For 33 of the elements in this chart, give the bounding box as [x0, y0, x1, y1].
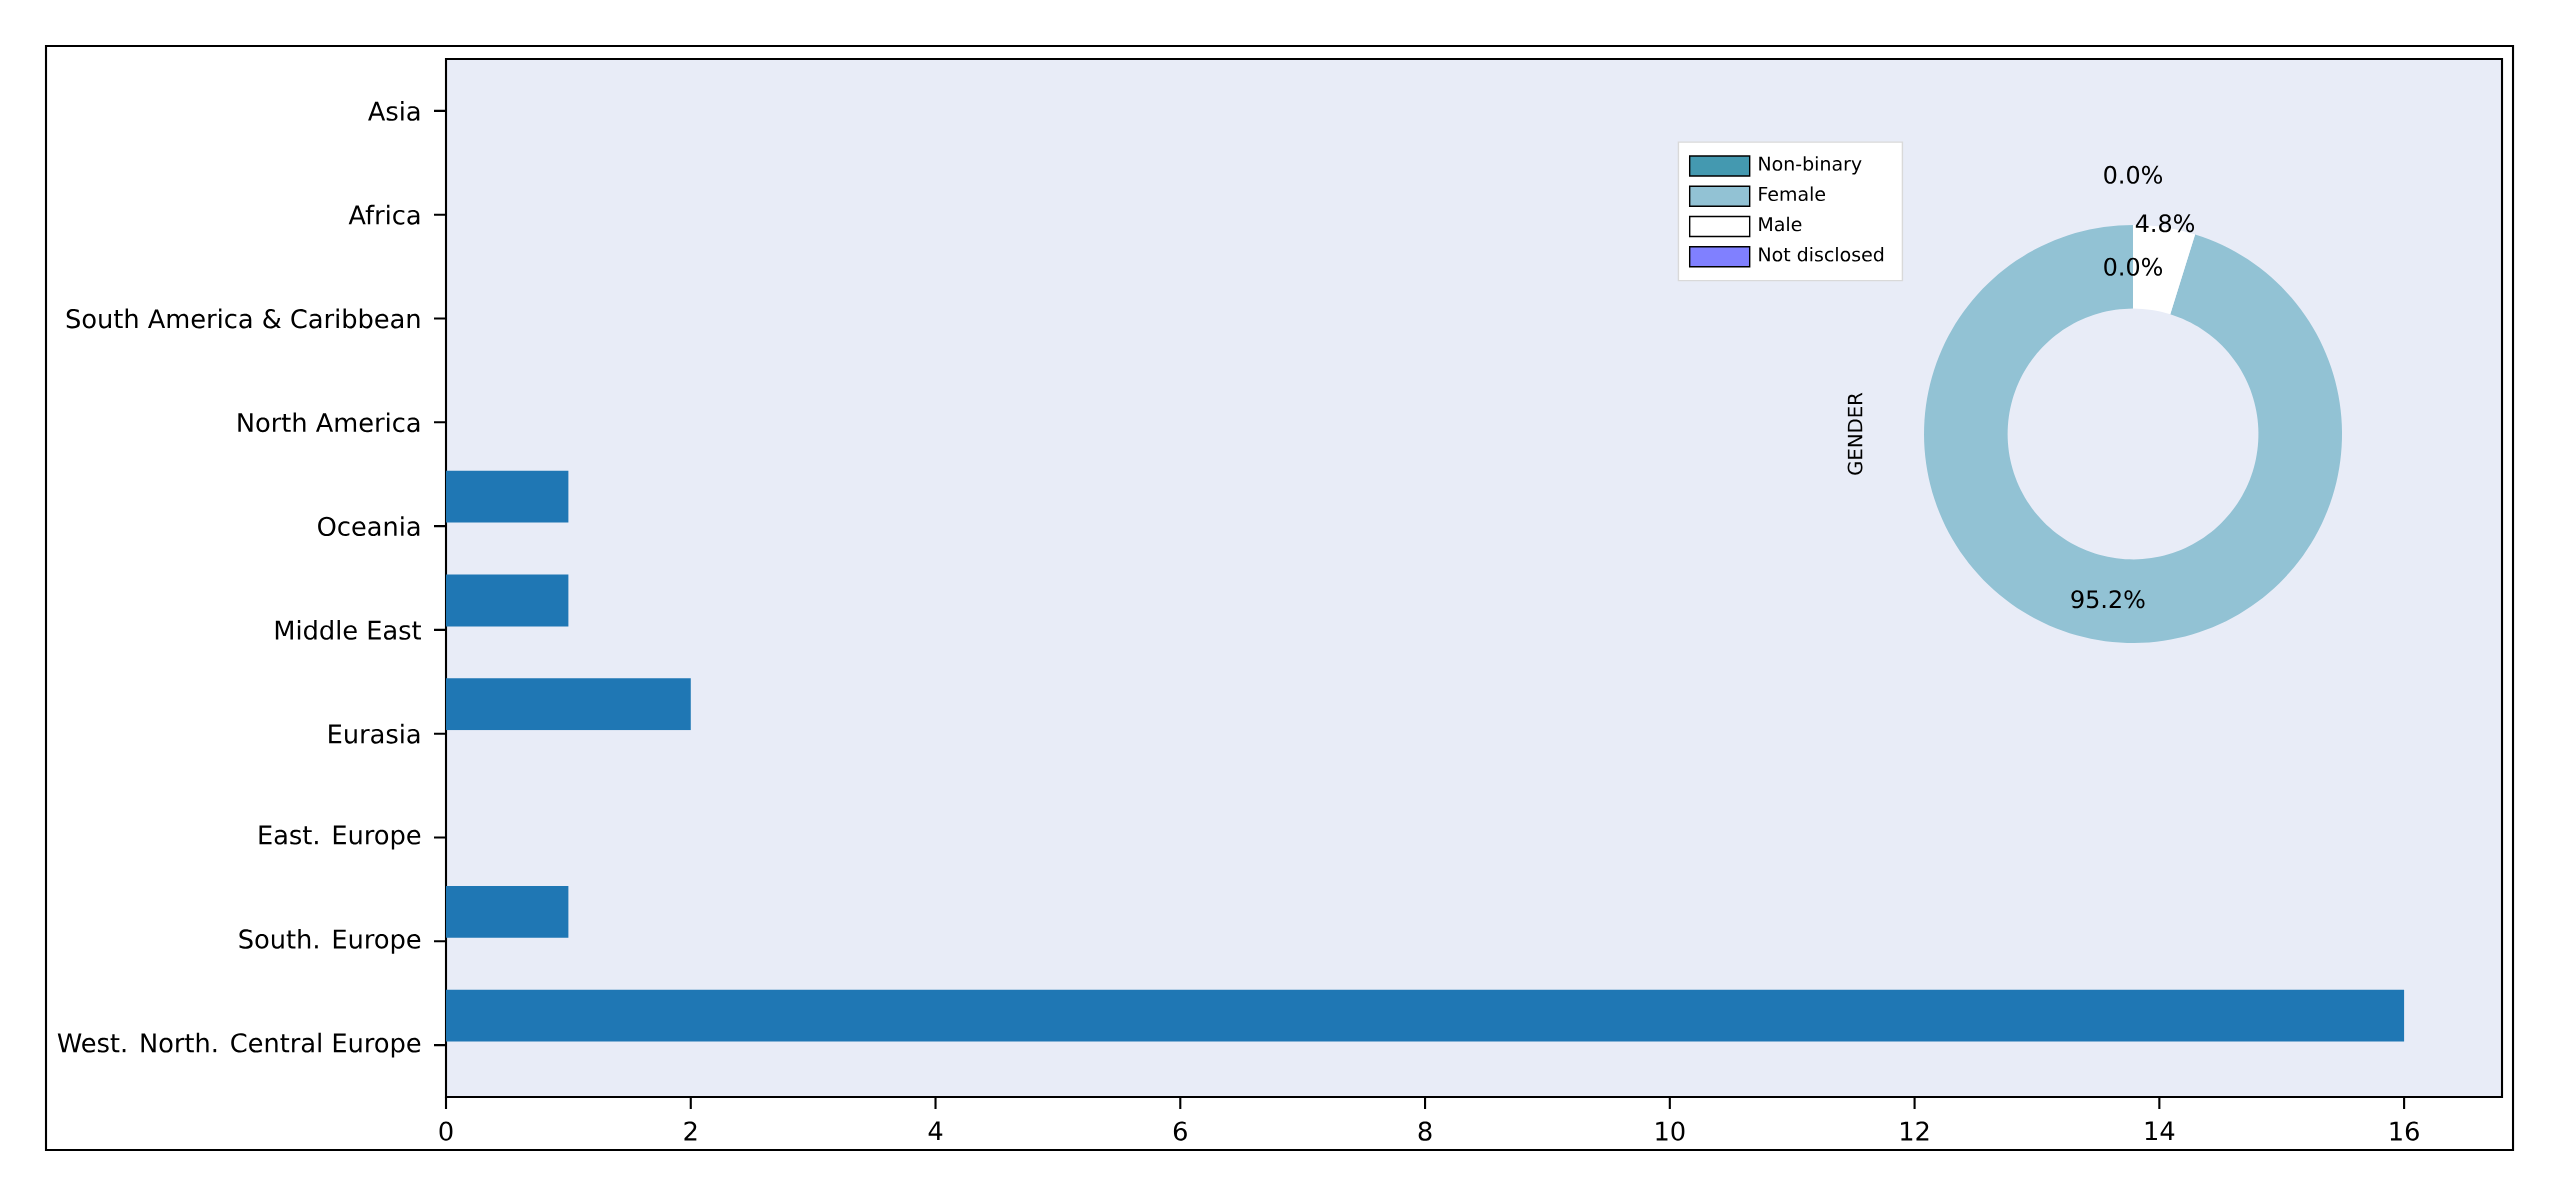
y-tick-label: Oceania [318, 516, 420, 537]
text: GENDER [1847, 392, 1863, 475]
bar [446, 574, 569, 627]
y-tick-label: Africa [348, 204, 420, 225]
data-label: 95.2% [2071, 590, 2145, 609]
x-tick-label: 12 [1901, 1121, 1929, 1141]
bar [446, 470, 569, 523]
y-tick-label: West. North. Central Europe [57, 1032, 421, 1058]
y-tick-label: Asia [368, 101, 420, 121]
bar [446, 678, 691, 731]
x-tick-label: 2 [684, 1121, 697, 1141]
x-tick-label: 8 [1418, 1121, 1432, 1141]
x-tick-label: 0 [439, 1121, 453, 1141]
x-tick-label: 6 [1173, 1121, 1187, 1141]
legend-label: Not disclosed [1759, 246, 1884, 262]
legend-label: Non-binary [1759, 156, 1862, 175]
y-tick-label: South America & Caribbean [66, 308, 420, 329]
legend-label: Female [1759, 186, 1826, 202]
y-tick-label: North America [238, 412, 420, 433]
x-tick-label: 16 [2390, 1121, 2419, 1141]
text: 0.0% [2104, 257, 2163, 276]
bar [446, 989, 2405, 1042]
data-label: 4.8% [2135, 214, 2195, 233]
x-tick-label: 10 [1656, 1121, 1685, 1141]
legend-label: Male [1759, 216, 1802, 232]
y-tick-label: Eurasia [329, 723, 420, 744]
y-tick-label: South. Europe [239, 928, 421, 954]
x-tick-label: 4 [928, 1121, 943, 1141]
text: 0.0% [2104, 165, 2163, 184]
bar [446, 885, 569, 938]
x-tick-label: 14 [2145, 1121, 2175, 1141]
y-tick-label: Middle East [275, 620, 421, 640]
y-tick-label: East. Europe [259, 825, 421, 850]
